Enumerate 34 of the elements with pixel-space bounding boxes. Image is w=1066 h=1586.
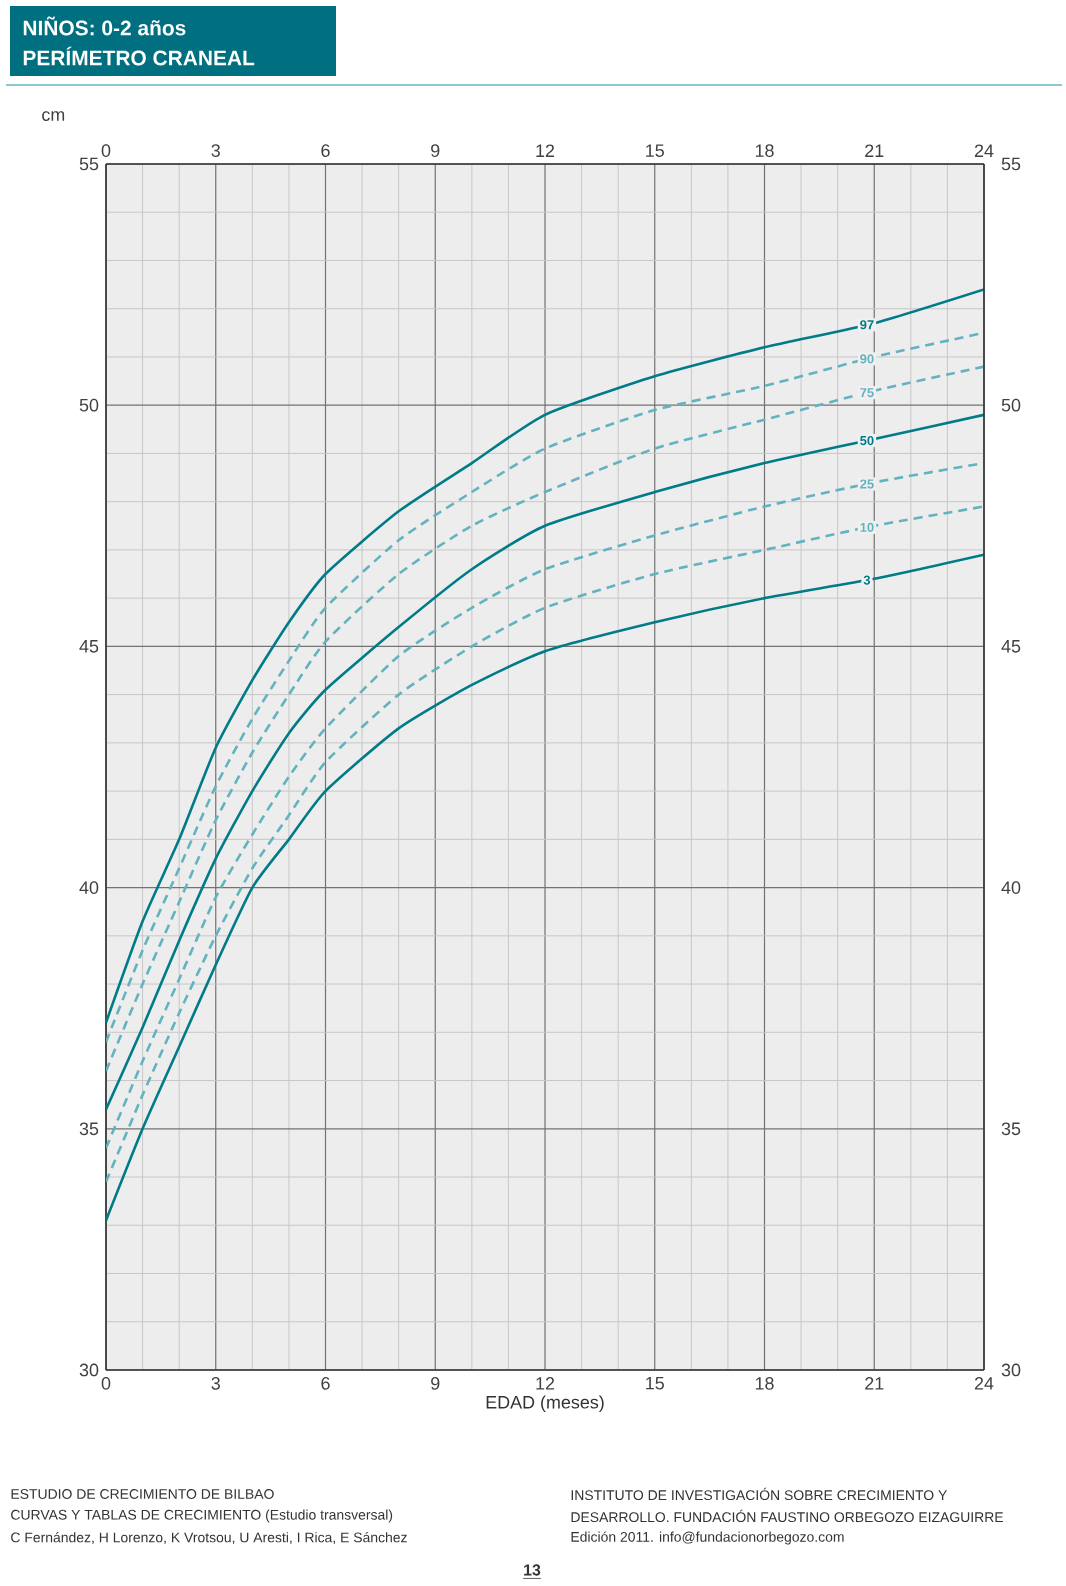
y2-tick-label: 50 — [1001, 398, 1021, 412]
y-tick-label: 50 — [79, 398, 99, 412]
x2-tick-label: 15 — [646, 144, 664, 157]
chart-subtitle: PERÍMETRO CRANEAL — [23, 46, 255, 66]
x-axis-title: EDAD (meses) — [486, 1395, 604, 1413]
x-tick-label: 15 — [646, 1377, 664, 1390]
y2-tick-label: 35 — [1001, 1122, 1021, 1136]
y-tick-label: 35 — [79, 1122, 99, 1136]
x-tick-label: 18 — [755, 1377, 774, 1390]
y-tick-label: 30 — [79, 1363, 99, 1377]
y2-tick-label: 55 — [1001, 157, 1021, 171]
x2-tick-label: 3 — [211, 144, 220, 157]
y-tick-label: 40 — [79, 881, 99, 894]
x2-tick-label: 12 — [536, 144, 555, 157]
y2-tick-label: 40 — [1001, 881, 1021, 894]
x-tick-label: 24 — [974, 1377, 994, 1390]
x-tick-label: 6 — [321, 1377, 330, 1390]
y2-tick-label: 45 — [1001, 640, 1021, 653]
y-tick-label: 45 — [79, 640, 99, 653]
x-tick-label: 21 — [865, 1377, 884, 1390]
x2-tick-label: 0 — [101, 144, 111, 157]
chart-title: NIÑOS: 0-2 años — [23, 16, 186, 36]
x-tick-label: 9 — [431, 1377, 440, 1390]
x2-tick-label: 6 — [321, 144, 330, 157]
y2-tick-label: 30 — [1001, 1363, 1021, 1377]
x-tick-label: 0 — [101, 1377, 111, 1390]
x-tick-label: 3 — [211, 1377, 220, 1390]
x2-tick-label: 21 — [865, 144, 884, 157]
y-tick-label: 55 — [79, 157, 99, 171]
x2-tick-label: 18 — [755, 144, 774, 157]
x-tick-label: 12 — [536, 1377, 555, 1390]
y-axis-title: cm — [42, 111, 65, 121]
x2-tick-label: 9 — [431, 144, 440, 157]
x2-tick-label: 24 — [974, 144, 994, 157]
